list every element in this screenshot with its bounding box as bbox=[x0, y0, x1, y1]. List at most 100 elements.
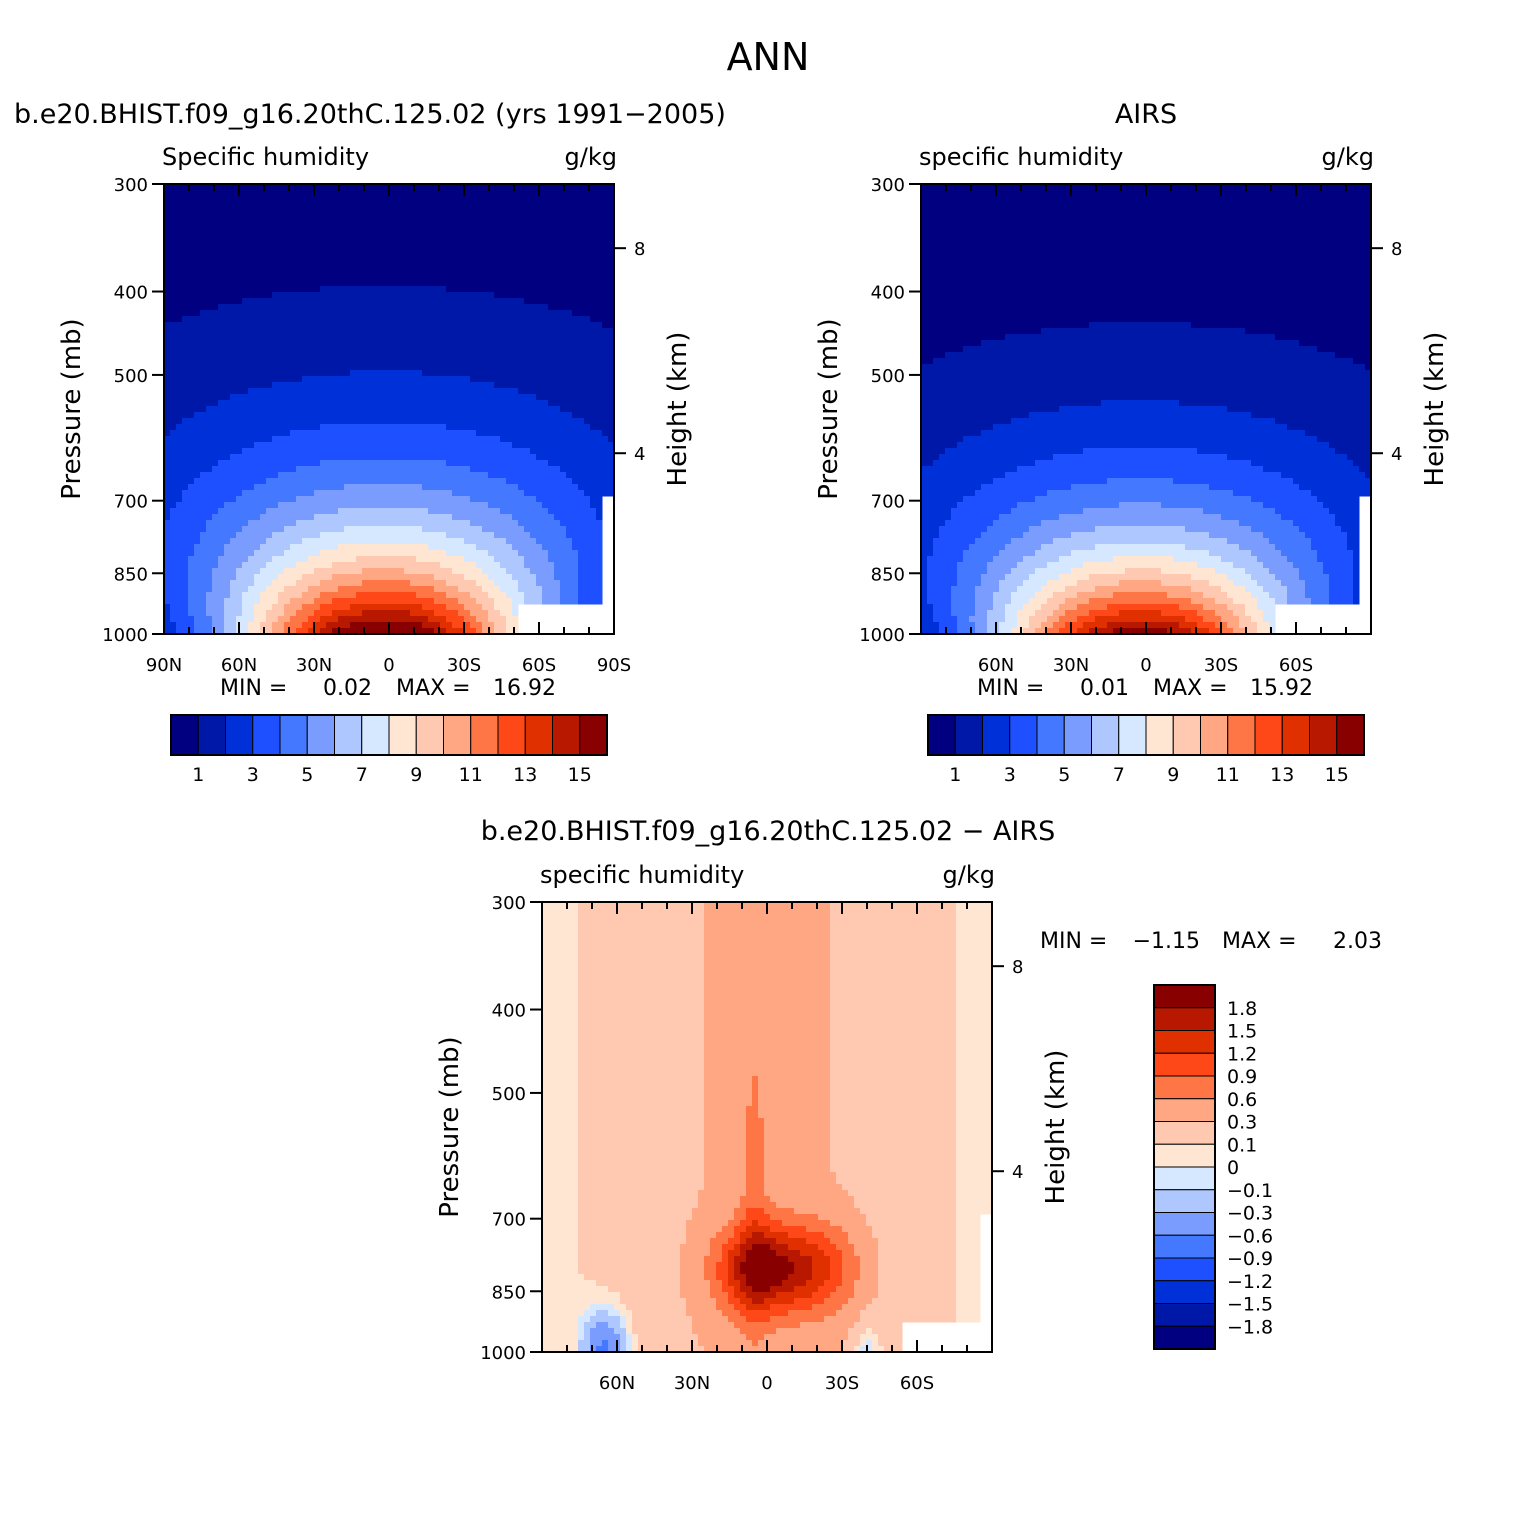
contour-cell bbox=[506, 442, 513, 449]
contour-cell bbox=[356, 400, 363, 407]
contour-cell bbox=[380, 190, 387, 197]
contour-cell bbox=[566, 214, 573, 221]
contour-cell bbox=[530, 430, 537, 437]
contour-cell bbox=[398, 484, 405, 491]
contour-cell bbox=[380, 292, 387, 299]
contour-cell bbox=[206, 184, 213, 191]
contour-cell bbox=[458, 382, 465, 389]
contour-cell bbox=[182, 538, 189, 545]
contour-cell bbox=[278, 394, 285, 401]
contour-cell bbox=[530, 526, 537, 533]
contour-cell bbox=[470, 214, 477, 221]
contour-cell bbox=[188, 550, 195, 557]
contour-cell bbox=[206, 220, 213, 227]
contour-cell bbox=[242, 610, 249, 617]
contour-cell bbox=[434, 556, 441, 563]
contour-cell bbox=[560, 304, 567, 311]
contour-cell bbox=[266, 346, 273, 353]
contour-cell bbox=[458, 286, 465, 293]
contour-cell bbox=[452, 274, 459, 281]
contour-cell bbox=[482, 616, 489, 623]
contour-cell bbox=[356, 304, 363, 311]
contour-cell bbox=[362, 478, 369, 485]
contour-cell bbox=[284, 574, 291, 581]
contour-cell bbox=[164, 382, 171, 389]
contour-cell bbox=[296, 550, 303, 557]
contour-cell bbox=[218, 202, 225, 209]
contour-cell bbox=[368, 592, 375, 599]
contour-cell bbox=[236, 502, 243, 509]
contour-cell bbox=[164, 412, 171, 419]
contour-cell bbox=[374, 256, 381, 263]
contour-cell bbox=[230, 244, 237, 251]
contour-cell bbox=[278, 448, 285, 455]
contour-cell bbox=[560, 466, 567, 473]
contour-cell bbox=[338, 238, 345, 245]
contour-cell bbox=[530, 472, 537, 479]
contour-cell bbox=[524, 484, 531, 491]
contour-cell bbox=[242, 466, 249, 473]
contour-cell bbox=[398, 412, 405, 419]
contour-cell bbox=[200, 184, 207, 191]
contour-cell bbox=[374, 436, 381, 443]
contour-cell bbox=[386, 346, 393, 353]
contour-cell bbox=[338, 496, 345, 503]
contour-cell bbox=[362, 220, 369, 227]
contour-cell bbox=[410, 358, 417, 365]
contour-cell bbox=[248, 286, 255, 293]
contour-cell bbox=[200, 220, 207, 227]
contour-cell bbox=[248, 610, 255, 617]
contour-cell bbox=[308, 412, 315, 419]
contour-cell bbox=[182, 412, 189, 419]
contour-cell bbox=[194, 196, 201, 203]
contour-cell bbox=[170, 430, 177, 437]
contour-cell bbox=[290, 574, 297, 581]
contour-cell bbox=[278, 424, 285, 431]
contour-cell bbox=[230, 562, 237, 569]
contour-cell bbox=[344, 220, 351, 227]
contour-cell bbox=[422, 406, 429, 413]
contour-cell bbox=[308, 598, 315, 605]
contour-cell bbox=[164, 508, 171, 515]
contour-cell bbox=[242, 304, 249, 311]
contour-cell bbox=[368, 412, 375, 419]
contour-cell bbox=[296, 610, 303, 617]
contour-cell bbox=[326, 430, 333, 437]
contour-cell bbox=[326, 400, 333, 407]
contour-cell bbox=[512, 448, 519, 455]
contour-cell bbox=[212, 514, 219, 521]
contour-cell bbox=[356, 256, 363, 263]
contour-cell bbox=[296, 358, 303, 365]
contour-cell bbox=[350, 202, 357, 209]
contour-cell bbox=[560, 490, 567, 497]
contour-cell bbox=[320, 220, 327, 227]
contour-cell bbox=[470, 298, 477, 305]
contour-cell bbox=[476, 538, 483, 545]
contour-cell bbox=[434, 352, 441, 359]
contour-cell bbox=[386, 256, 393, 263]
contour-cell bbox=[254, 304, 261, 311]
contour-cell bbox=[518, 520, 525, 527]
contour-cell bbox=[488, 304, 495, 311]
contour-cell bbox=[248, 388, 255, 395]
contour-cell bbox=[236, 346, 243, 353]
contour-cell bbox=[368, 604, 375, 611]
contour-cell bbox=[170, 220, 177, 227]
contour-cell bbox=[548, 442, 555, 449]
contour-cell bbox=[272, 436, 279, 443]
contour-cell bbox=[416, 376, 423, 383]
contour-cell bbox=[482, 520, 489, 527]
contour-cell bbox=[548, 370, 555, 377]
contour-cell bbox=[446, 592, 453, 599]
contour-cell bbox=[254, 616, 261, 623]
contour-cell bbox=[500, 604, 507, 611]
contour-cell bbox=[242, 574, 249, 581]
contour-cell bbox=[356, 598, 363, 605]
contour-cell bbox=[170, 292, 177, 299]
contour-cell bbox=[248, 274, 255, 281]
contour-cell bbox=[260, 358, 267, 365]
contour-cell bbox=[356, 514, 363, 521]
contour-cell bbox=[260, 328, 267, 335]
contour-cell bbox=[236, 514, 243, 521]
contour-cell bbox=[458, 316, 465, 323]
